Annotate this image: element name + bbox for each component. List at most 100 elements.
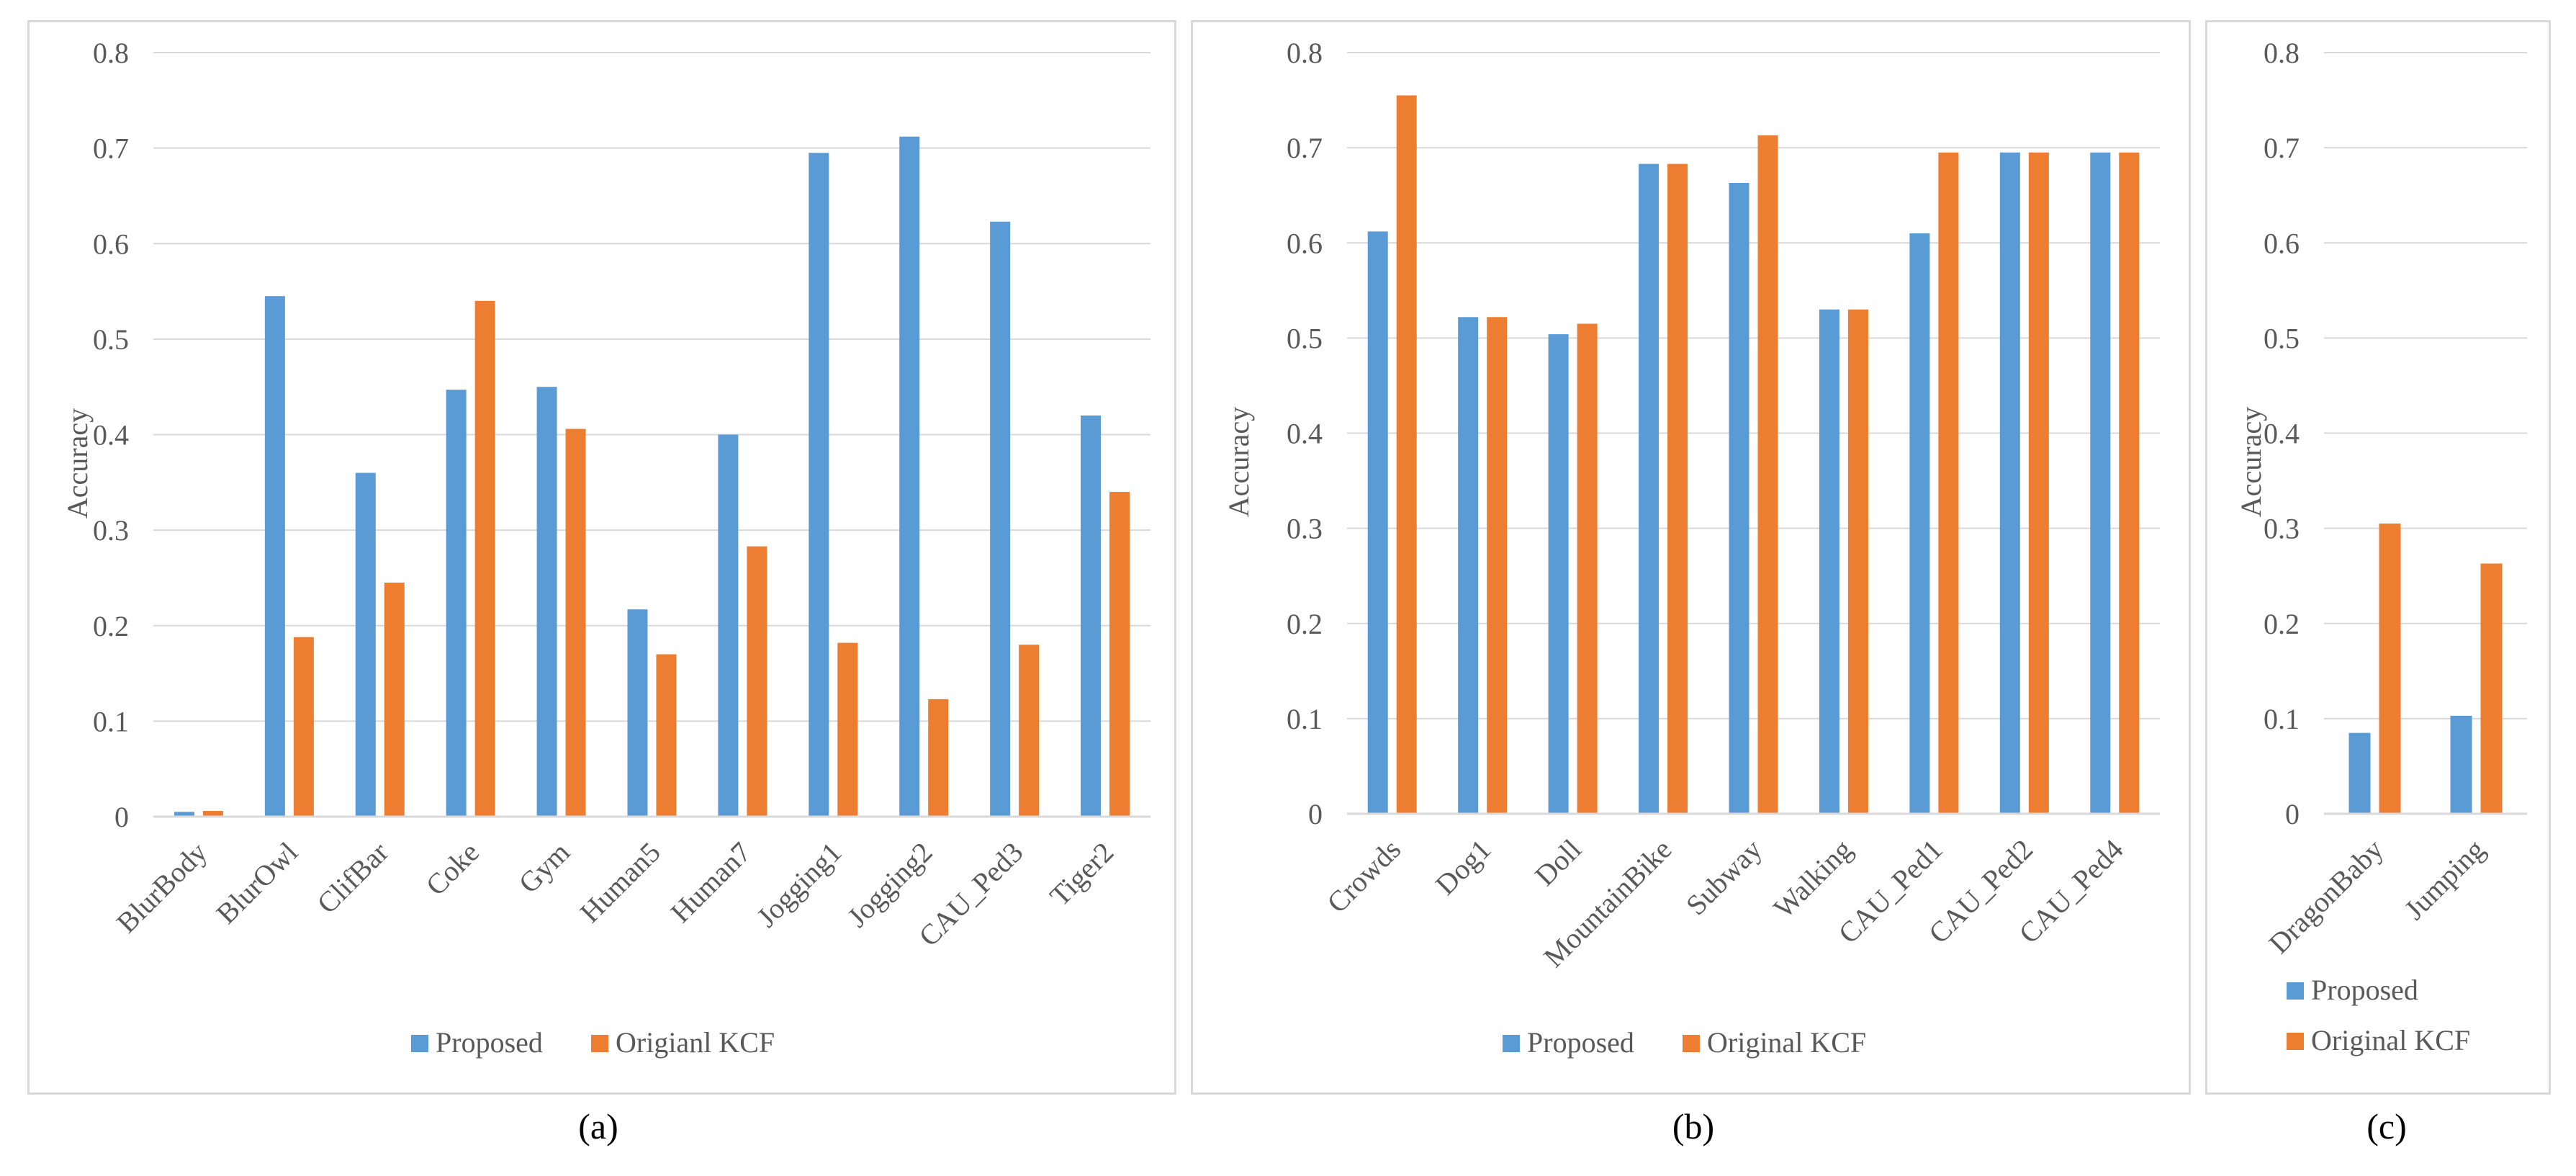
- chart-a-bar-original: [656, 654, 677, 817]
- chart-a-category-label: Coke: [420, 836, 486, 902]
- chart-c-ytick-label: 0: [2285, 798, 2300, 830]
- chart-b-svg: 0 0.1 0.2 0.3 0.4 0.5 0.6 0.7 0.8 Accuracy Crowds D…: [1222, 37, 2160, 1059]
- chart-b-ytick-label: 0.1: [1287, 703, 1323, 735]
- chart-b-category-label: Doll: [1528, 833, 1588, 892]
- chart-b-legend-swatch-original: [1683, 1035, 1700, 1052]
- chart-a-bar-original: [202, 811, 223, 817]
- chart-b-bar-proposed: [1999, 152, 2020, 814]
- chart-a-category-label: Human7: [665, 836, 757, 929]
- chart-c-ytick-label: 0.8: [2264, 37, 2300, 69]
- chart-b-category-label: Subway: [1680, 833, 1768, 922]
- chart-a-bar-original: [1109, 492, 1130, 817]
- chart-b-category-label: Crowds: [1320, 833, 1407, 920]
- chart-a-bar-proposed: [446, 390, 467, 817]
- chart-c-legend-label-proposed: Proposed: [2311, 974, 2418, 1006]
- chart-b-ytick-label: 0: [1308, 798, 1323, 830]
- chart-a-bar-proposed: [809, 153, 829, 817]
- chart-b-category-label: Dog1: [1429, 833, 1498, 902]
- chart-a-bar-proposed: [536, 387, 557, 817]
- chart-c-ytick-label: 0.3: [2264, 513, 2300, 545]
- chart-b-bar-proposed: [1909, 233, 1930, 814]
- chart-panel-a: 0 0.1 0.2 0.3 0.4 0.5 0.6 0.7 0.8 Accuracy BlurBod…: [27, 20, 1176, 1095]
- chart-a-bar-proposed: [174, 812, 194, 817]
- chart-a-ytick-label: 0.1: [93, 705, 129, 737]
- chart-c-bar-original: [2480, 563, 2503, 814]
- chart-a-category-label: Tiger2: [1043, 836, 1120, 912]
- chart-a-bar-proposed: [718, 434, 739, 817]
- chart-b-bar-proposed: [1639, 163, 1659, 814]
- chart-b-legend-label-proposed: Proposed: [1527, 1026, 1634, 1059]
- chart-a-ytick-label: 0.2: [93, 610, 129, 642]
- chart-b-ytick-label: 0.6: [1287, 227, 1323, 259]
- chart-a-bar-proposed: [264, 296, 285, 817]
- chart-c-legend-swatch-proposed: [2287, 982, 2304, 1000]
- chart-a-category-label: Jogging1: [750, 836, 848, 934]
- chart-a-bar-original: [384, 583, 405, 817]
- chart-c-legend-label-original: Original KCF: [2311, 1024, 2470, 1056]
- chart-a-ytick-label: 0.4: [93, 419, 129, 452]
- chart-b-ytick-label: 0.5: [1287, 322, 1323, 354]
- chart-a-bar-proposed: [1081, 415, 1102, 817]
- chart-b-bar-proposed: [1819, 309, 1839, 814]
- caption-b: (b): [1672, 1106, 1715, 1146]
- chart-a-bar-original: [928, 699, 949, 817]
- chart-b-bar-original: [1757, 135, 1778, 814]
- chart-b-bar-original: [1667, 163, 1688, 814]
- chart-c-category-label: DragonBaby: [2263, 833, 2390, 960]
- chart-b-bar-original: [1487, 317, 1508, 814]
- chart-c-bar-proposed: [2450, 715, 2472, 814]
- chart-a-bar-proposed: [899, 136, 920, 817]
- chart-b-ytick-label: 0.8: [1287, 37, 1323, 69]
- chart-c-category-label: Jumping: [2398, 833, 2491, 926]
- chart-a-ylabel: Accuracy: [61, 408, 94, 519]
- chart-panel-b: 0 0.1 0.2 0.3 0.4 0.5 0.6 0.7 0.8 Accuracy Crowds D…: [1191, 20, 2191, 1095]
- chart-c-ytick-label: 0.6: [2264, 227, 2300, 259]
- chart-c-ytick-label: 0.2: [2264, 608, 2300, 640]
- chart-b-bar-original: [2028, 152, 2049, 814]
- chart-a-bar-original: [565, 428, 586, 817]
- caption-c: (c): [2366, 1106, 2407, 1146]
- chart-b-ytick-label: 0.3: [1287, 513, 1323, 545]
- chart-a-svg: 0 0.1 0.2 0.3 0.4 0.5 0.6 0.7 0.8 Accuracy BlurBod…: [61, 37, 1150, 1059]
- chart-c-ytick-label: 0.1: [2264, 703, 2300, 735]
- chart-a-legend-label-original: Origianl KCF: [616, 1026, 775, 1059]
- chart-a-category-label: Human5: [574, 836, 667, 929]
- chart-a-bar-original: [837, 642, 858, 817]
- chart-b-bar-original: [1577, 323, 1598, 814]
- chart-a-category-label: BlurOwl: [210, 836, 304, 930]
- chart-b-bar-proposed: [1458, 317, 1479, 814]
- chart-a-ytick-label: 0.8: [93, 37, 129, 69]
- chart-a-bar-original: [474, 300, 495, 817]
- chart-b-bar-original: [1847, 309, 1868, 814]
- chart-b-bar-original: [2119, 152, 2140, 814]
- chart-c-ytick-label: 0.7: [2264, 132, 2300, 164]
- chart-a-category-label: Gym: [513, 836, 576, 899]
- chart-a-ytick-label: 0.3: [93, 514, 129, 547]
- chart-b-ytick-label: 0.2: [1287, 608, 1323, 640]
- chart-b-legend-label-original: Original KCF: [1707, 1026, 1866, 1059]
- caption-a: (a): [578, 1106, 618, 1146]
- chart-b-legend-swatch-proposed: [1503, 1035, 1520, 1052]
- chart-a-ytick-label: 0.5: [93, 323, 129, 356]
- chart-c-svg: 0 0.1 0.2 0.3 0.4 0.5 0.6 0.7 0.8 Accuracy DragonB…: [2235, 37, 2527, 1056]
- chart-a-ytick-label: 0.7: [93, 133, 129, 165]
- chart-a-bar-proposed: [990, 221, 1011, 817]
- chart-b-bar-original: [1396, 95, 1417, 814]
- chart-b-category-label: Walking: [1767, 833, 1858, 925]
- chart-c-ytick-label: 0.4: [2264, 418, 2300, 450]
- chart-a-legend-swatch-proposed: [411, 1035, 428, 1052]
- chart-a-bar-original: [293, 637, 314, 817]
- chart-b-ytick-label: 0.7: [1287, 132, 1323, 164]
- chart-a-legend-label-proposed: Proposed: [436, 1026, 543, 1059]
- chart-b-bar-proposed: [1548, 334, 1569, 814]
- chart-c-ytick-label: 0.5: [2264, 322, 2300, 354]
- chart-b-bar-proposed: [1729, 183, 1749, 814]
- chart-b-bar-proposed: [1367, 231, 1388, 814]
- chart-b-bar-proposed: [2090, 152, 2111, 814]
- chart-b-bar-original: [1938, 152, 1959, 814]
- chart-a-ytick-label: 0.6: [93, 228, 129, 260]
- chart-a-category-label: BlurBody: [110, 836, 213, 939]
- chart-b-ytick-label: 0.4: [1287, 418, 1323, 450]
- chart-panel-c: 0 0.1 0.2 0.3 0.4 0.5 0.6 0.7 0.8 Accuracy DragonB…: [2205, 20, 2551, 1095]
- chart-b-ylabel: Accuracy: [1222, 407, 1255, 517]
